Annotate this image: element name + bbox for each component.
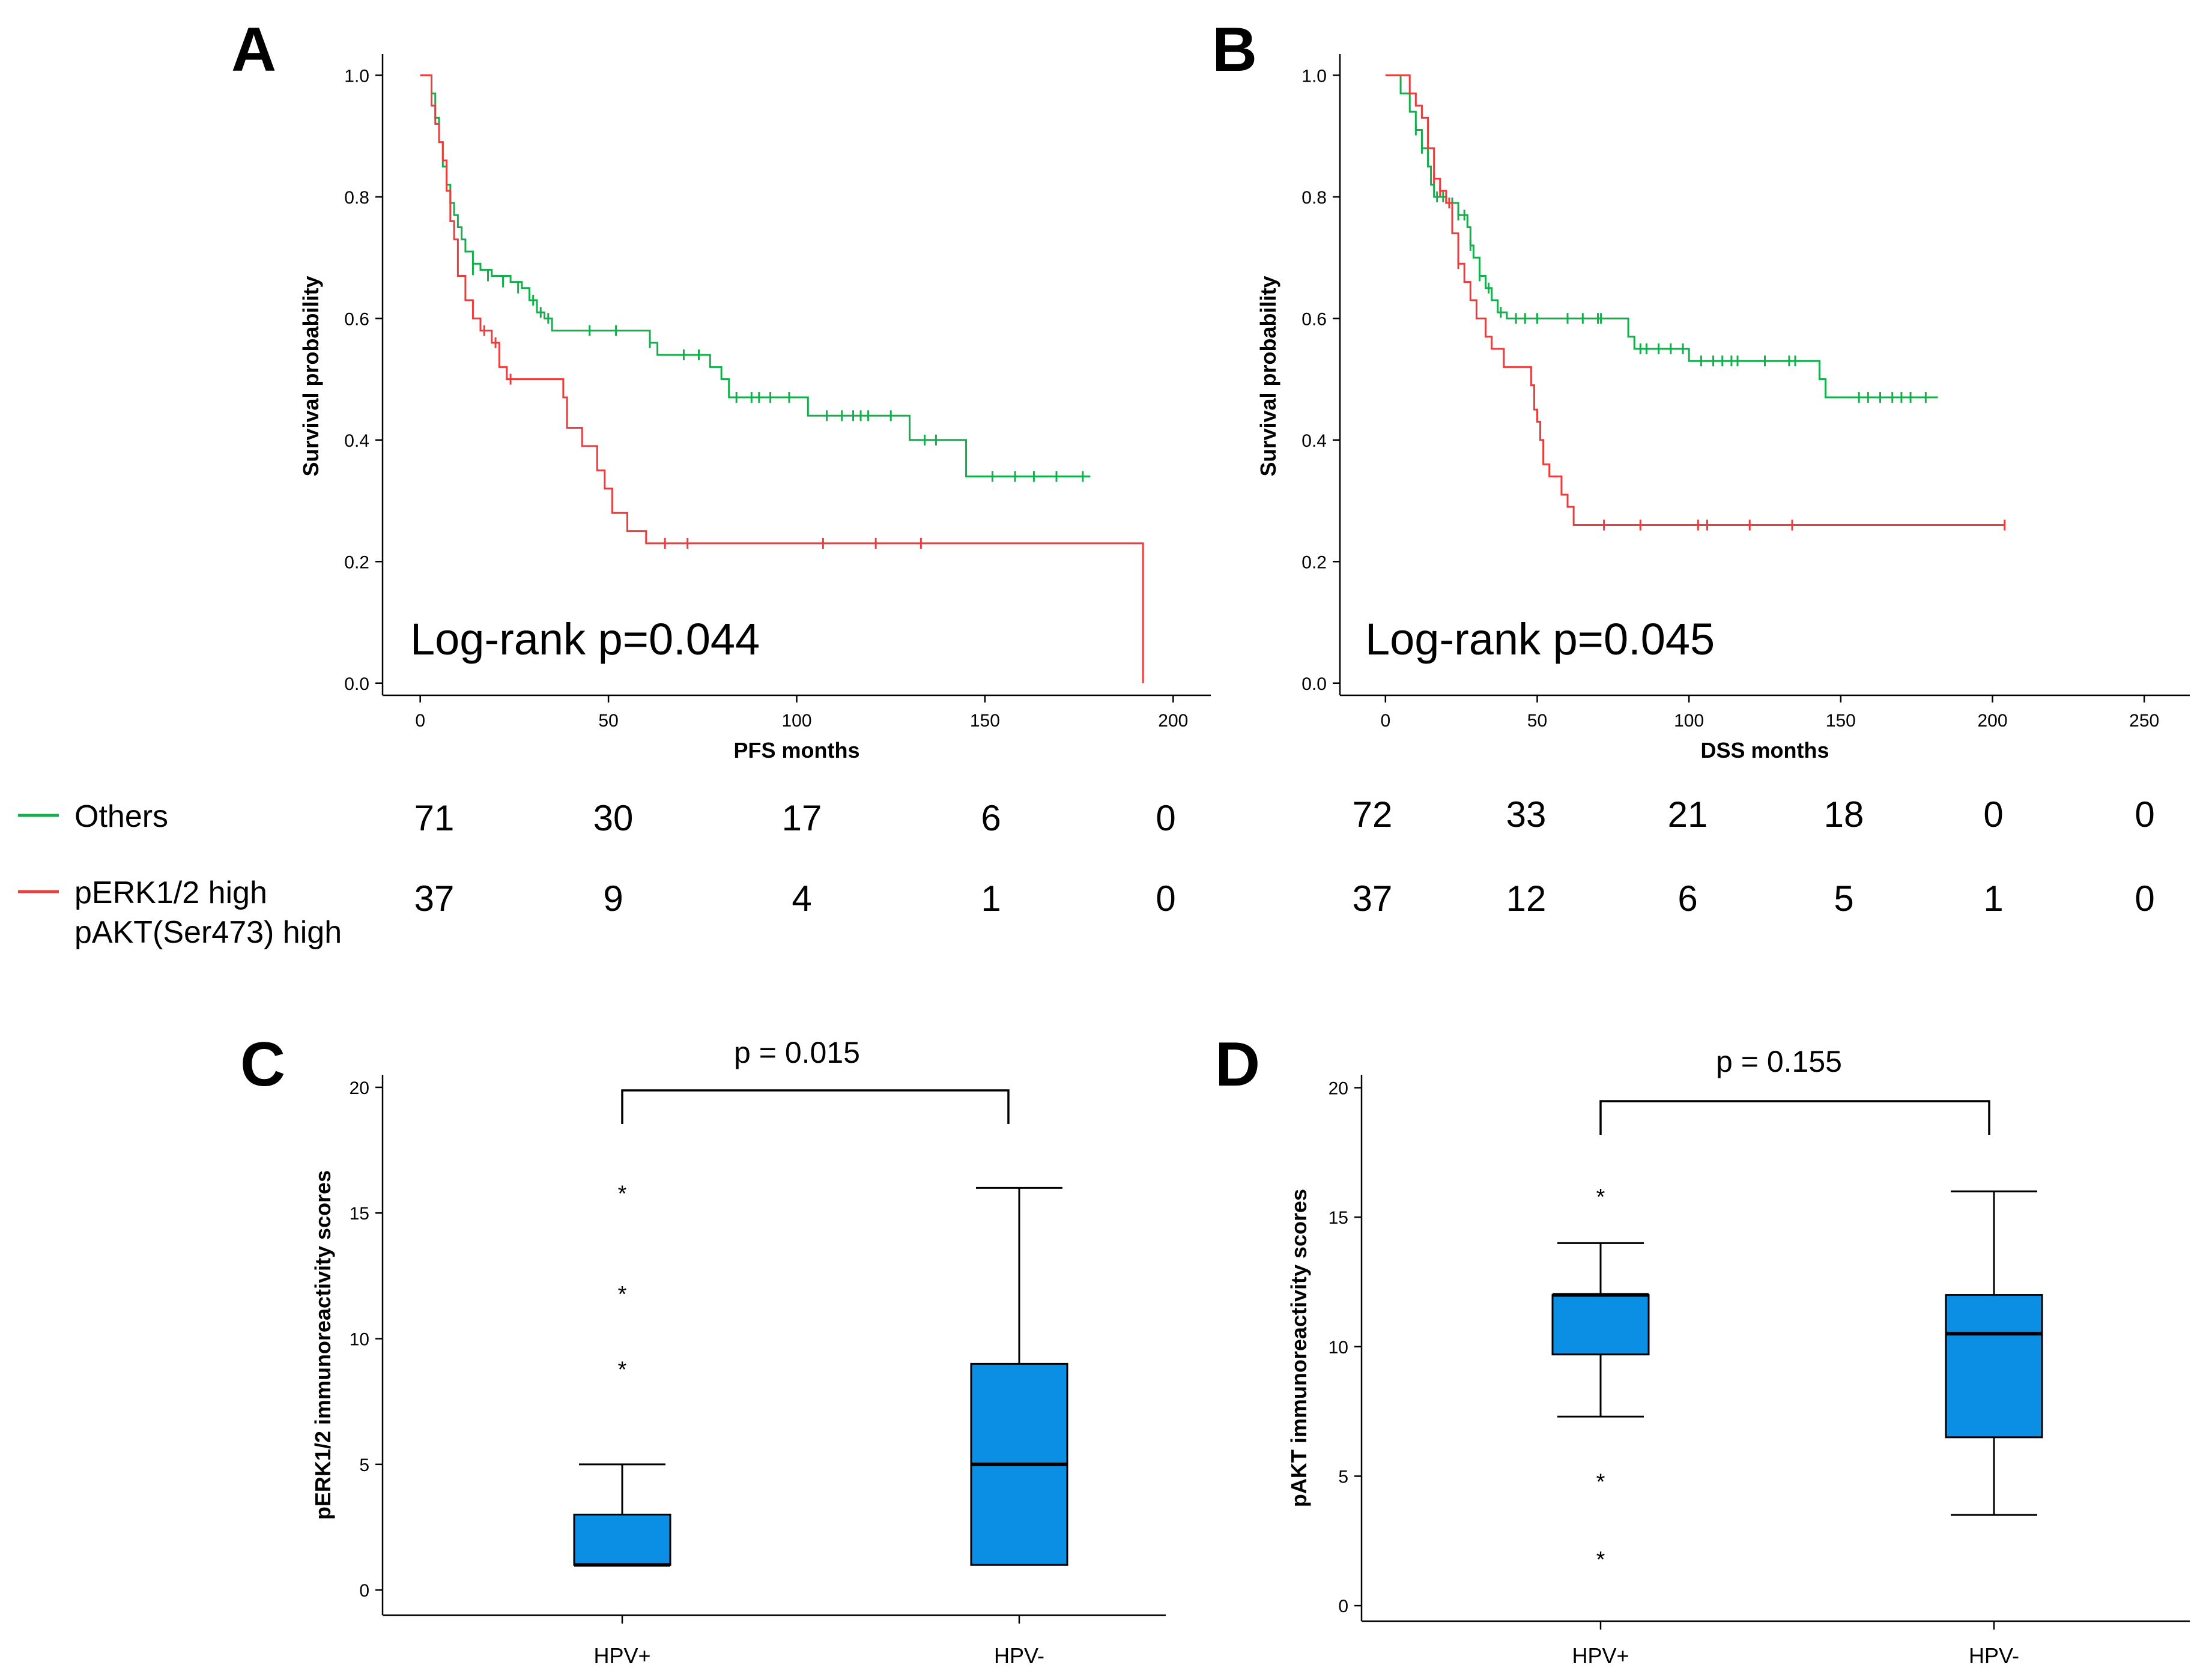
risk-count-others: 17 [782, 798, 822, 838]
y-axis-title: pERK1/2 immunoreactivity scores [311, 1170, 335, 1520]
y-tick-label: 15 [1329, 1208, 1348, 1228]
outlier-marker: * [618, 1181, 627, 1206]
risk-count-others: 33 [1506, 794, 1547, 835]
risk-count-others: 30 [593, 798, 634, 838]
y-tick-label: 0.4 [1301, 431, 1327, 451]
legend-label-high-line1: pERK1/2 high [74, 875, 267, 910]
risk-count-others: 6 [981, 798, 1001, 838]
panel-letter-a: A [231, 15, 276, 85]
risk-count-high: 12 [1506, 878, 1547, 919]
risk-count-others: 0 [2135, 794, 2154, 835]
y-tick-label: 0.2 [344, 552, 369, 572]
x-tick-label: 100 [781, 711, 811, 731]
x-tick-label: 0 [1380, 711, 1390, 731]
risk-count-high: 6 [1677, 878, 1697, 919]
risk-count-high: 0 [1156, 878, 1175, 919]
risk-count-high: 4 [792, 878, 811, 919]
km-curve-high [420, 74, 1144, 683]
x-tick-label: 100 [1674, 711, 1704, 731]
y-tick-label: 5 [359, 1455, 369, 1475]
logrank-annotation: Log-rank p=0.044 [410, 614, 760, 664]
x-tick-label: 50 [598, 711, 618, 731]
km-plot-pfs: 0.0 0.2 0.4 0.6 0.8 1.0 0 50 100 150 200 PFS months… [298, 54, 1211, 763]
x-tick-label: 250 [2129, 711, 2159, 731]
x-axis-title: PFS months [733, 738, 859, 763]
km-plot-dss: 0.0 0.2 0.4 0.6 0.8 1.0 0 50 100 150 200 250 DSS mon… [1256, 54, 2190, 763]
panel-letter-c: C [240, 1030, 285, 1099]
significance-bracket [621, 1089, 1010, 1124]
outlier-marker: * [1596, 1185, 1605, 1210]
km-curve-high [1385, 74, 2005, 527]
risk-count-others: 72 [1353, 794, 1393, 835]
p-value-label: p = 0.015 [734, 1036, 860, 1069]
category-label: HPV+ [1572, 1643, 1629, 1668]
risk-count-high: 0 [2135, 878, 2154, 919]
panel-letter-d: D [1215, 1030, 1260, 1099]
x-tick-label: 200 [1977, 711, 2007, 731]
risk-count-others: 18 [1824, 794, 1864, 835]
y-tick-label: 0.6 [1301, 309, 1327, 329]
y-tick-label: 0.0 [344, 674, 369, 694]
outlier-marker: * [618, 1282, 627, 1307]
y-tick-label: 1.0 [344, 66, 369, 86]
outlier-marker: * [1596, 1547, 1605, 1573]
panel-letter-b: B [1212, 15, 1257, 85]
legend-label-high-line2: pAKT(Ser473) high [74, 915, 342, 950]
risk-count-high: 5 [1834, 878, 1853, 919]
y-tick-label: 0 [359, 1581, 369, 1601]
risk-count-high: 37 [414, 878, 455, 919]
y-tick-label: 0.8 [344, 188, 369, 208]
km-curve-others [1385, 74, 1938, 399]
category-label: HPV- [994, 1643, 1044, 1668]
risk-table-dss: 72 33 21 18 0 0 37 12 6 5 1 0 [1353, 794, 2155, 919]
boxplot-pakt: 0 5 10 15 20 pAKT immunoreactivity scores HPV+… [1286, 1045, 2190, 1668]
box-iqr [1551, 1294, 1650, 1356]
km-curve-others [420, 74, 1091, 478]
risk-count-high: 1 [1983, 878, 2003, 919]
y-tick-label: 10 [1329, 1338, 1348, 1358]
category-label: HPV+ [593, 1643, 650, 1668]
y-axis-title: Survival probability [1256, 276, 1280, 476]
y-tick-label: 20 [350, 1078, 369, 1098]
outlier-marker: * [1596, 1469, 1605, 1494]
legend: Others pERK1/2 high pAKT(Ser473) high [18, 799, 342, 950]
risk-count-high: 37 [1353, 878, 1393, 919]
y-tick-label: 15 [350, 1204, 369, 1224]
risk-count-others: 0 [1156, 798, 1175, 838]
y-tick-label: 0.6 [344, 309, 369, 329]
y-tick-label: 0 [1338, 1597, 1348, 1616]
x-tick-label: 50 [1527, 711, 1547, 731]
y-axis-title: pAKT immunoreactivity scores [1286, 1189, 1311, 1507]
y-tick-label: 10 [350, 1330, 369, 1350]
x-tick-label: 150 [970, 711, 1000, 731]
risk-count-high: 1 [981, 878, 1001, 919]
outlier-marker: * [618, 1357, 627, 1382]
y-tick-label: 20 [1329, 1079, 1348, 1099]
risk-count-others: 0 [1983, 794, 2003, 835]
boxplot-perk: 0 5 10 15 20 pERK1/2 immunoreactivity scores H… [311, 1036, 1166, 1668]
x-tick-label: 200 [1158, 711, 1188, 731]
risk-count-high: 9 [603, 878, 623, 919]
y-tick-label: 0.2 [1301, 552, 1327, 572]
y-tick-label: 5 [1338, 1467, 1348, 1487]
category-label: HPV- [1969, 1643, 2019, 1668]
legend-label-others: Others [74, 799, 168, 834]
x-axis-title: DSS months [1700, 738, 1829, 763]
risk-table-pfs: 71 30 17 6 0 37 9 4 1 0 [414, 798, 1176, 919]
significance-bracket [1599, 1100, 1990, 1135]
risk-count-others: 21 [1668, 794, 1708, 835]
y-tick-label: 0.4 [344, 431, 369, 451]
box-iqr [1945, 1294, 2043, 1439]
y-tick-label: 1.0 [1301, 66, 1327, 86]
risk-count-others: 71 [414, 798, 455, 838]
y-tick-label: 0.8 [1301, 188, 1327, 208]
x-tick-label: 0 [415, 711, 425, 731]
p-value-label: p = 0.155 [1716, 1045, 1842, 1078]
x-tick-label: 150 [1826, 711, 1856, 731]
y-axis-title: Survival probability [298, 276, 323, 476]
y-tick-label: 0.0 [1301, 674, 1327, 694]
box-iqr [573, 1514, 671, 1566]
logrank-annotation: Log-rank p=0.045 [1365, 614, 1715, 664]
